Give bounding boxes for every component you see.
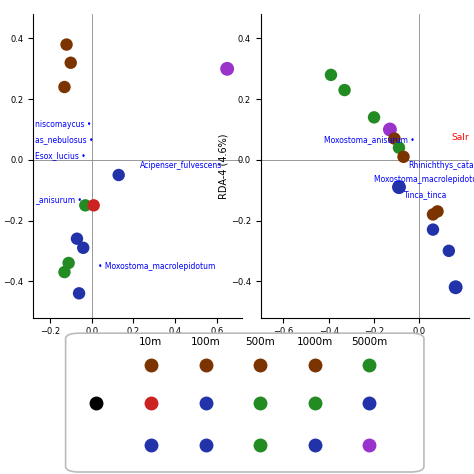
Point: [75, 290, 83, 297]
Text: as_nebulosus •: as_nebulosus •: [35, 136, 94, 145]
Point: [115, 171, 122, 179]
Point: [429, 226, 437, 233]
Text: Esox_lucius •: Esox_lucius •: [35, 151, 86, 160]
Point: [73, 235, 81, 243]
Point: [223, 65, 231, 73]
Text: 100m: 100m: [191, 337, 220, 347]
Point: [61, 83, 68, 91]
Text: niscomaycus •: niscomaycus •: [35, 120, 91, 129]
Point: [327, 71, 335, 79]
Point: [452, 283, 459, 291]
Point: [395, 144, 403, 152]
Text: Rhinichthys_cataract: Rhinichthys_cataract: [408, 162, 474, 170]
Point: [395, 183, 403, 191]
Text: _anisurum •: _anisurum •: [35, 195, 82, 204]
Point: [61, 268, 68, 276]
Point: [65, 259, 73, 267]
X-axis label: RDA-1 (51.6%): RDA-1 (51.6%): [101, 339, 173, 349]
Point: [400, 153, 407, 161]
Point: [82, 201, 89, 209]
Text: 10m: 10m: [139, 337, 163, 347]
Text: 500m: 500m: [245, 337, 275, 347]
Text: 5000m: 5000m: [351, 337, 387, 347]
Text: Salr: Salr: [451, 133, 469, 142]
FancyBboxPatch shape: [65, 333, 424, 472]
Point: [370, 114, 378, 121]
X-axis label: RDA-3 (10.5%): RDA-3 (10.5%): [329, 339, 401, 349]
Point: [434, 208, 441, 215]
Point: [80, 244, 87, 252]
Text: 1000m: 1000m: [297, 337, 333, 347]
Point: [445, 247, 453, 255]
Text: Moxostoma_anisurum •: Moxostoma_anisurum •: [324, 136, 415, 145]
Point: [63, 41, 70, 48]
Text: Tinca_tinca: Tinca_tinca: [403, 190, 447, 199]
Point: [391, 135, 398, 142]
Point: [341, 86, 348, 94]
Point: [67, 59, 74, 66]
Text: • Moxostoma_macrolepidotum: • Moxostoma_macrolepidotum: [98, 262, 215, 271]
Text: Acipenser_fulvescens: Acipenser_fulvescens: [139, 162, 222, 170]
Text: Moxostoma_macrolepidotum ••Cyprinus: Moxostoma_macrolepidotum ••Cyprinus: [374, 175, 474, 184]
Point: [429, 210, 437, 218]
Y-axis label: RDA-4 (4.6%): RDA-4 (4.6%): [218, 133, 228, 199]
Point: [386, 126, 394, 133]
Point: [90, 201, 98, 209]
